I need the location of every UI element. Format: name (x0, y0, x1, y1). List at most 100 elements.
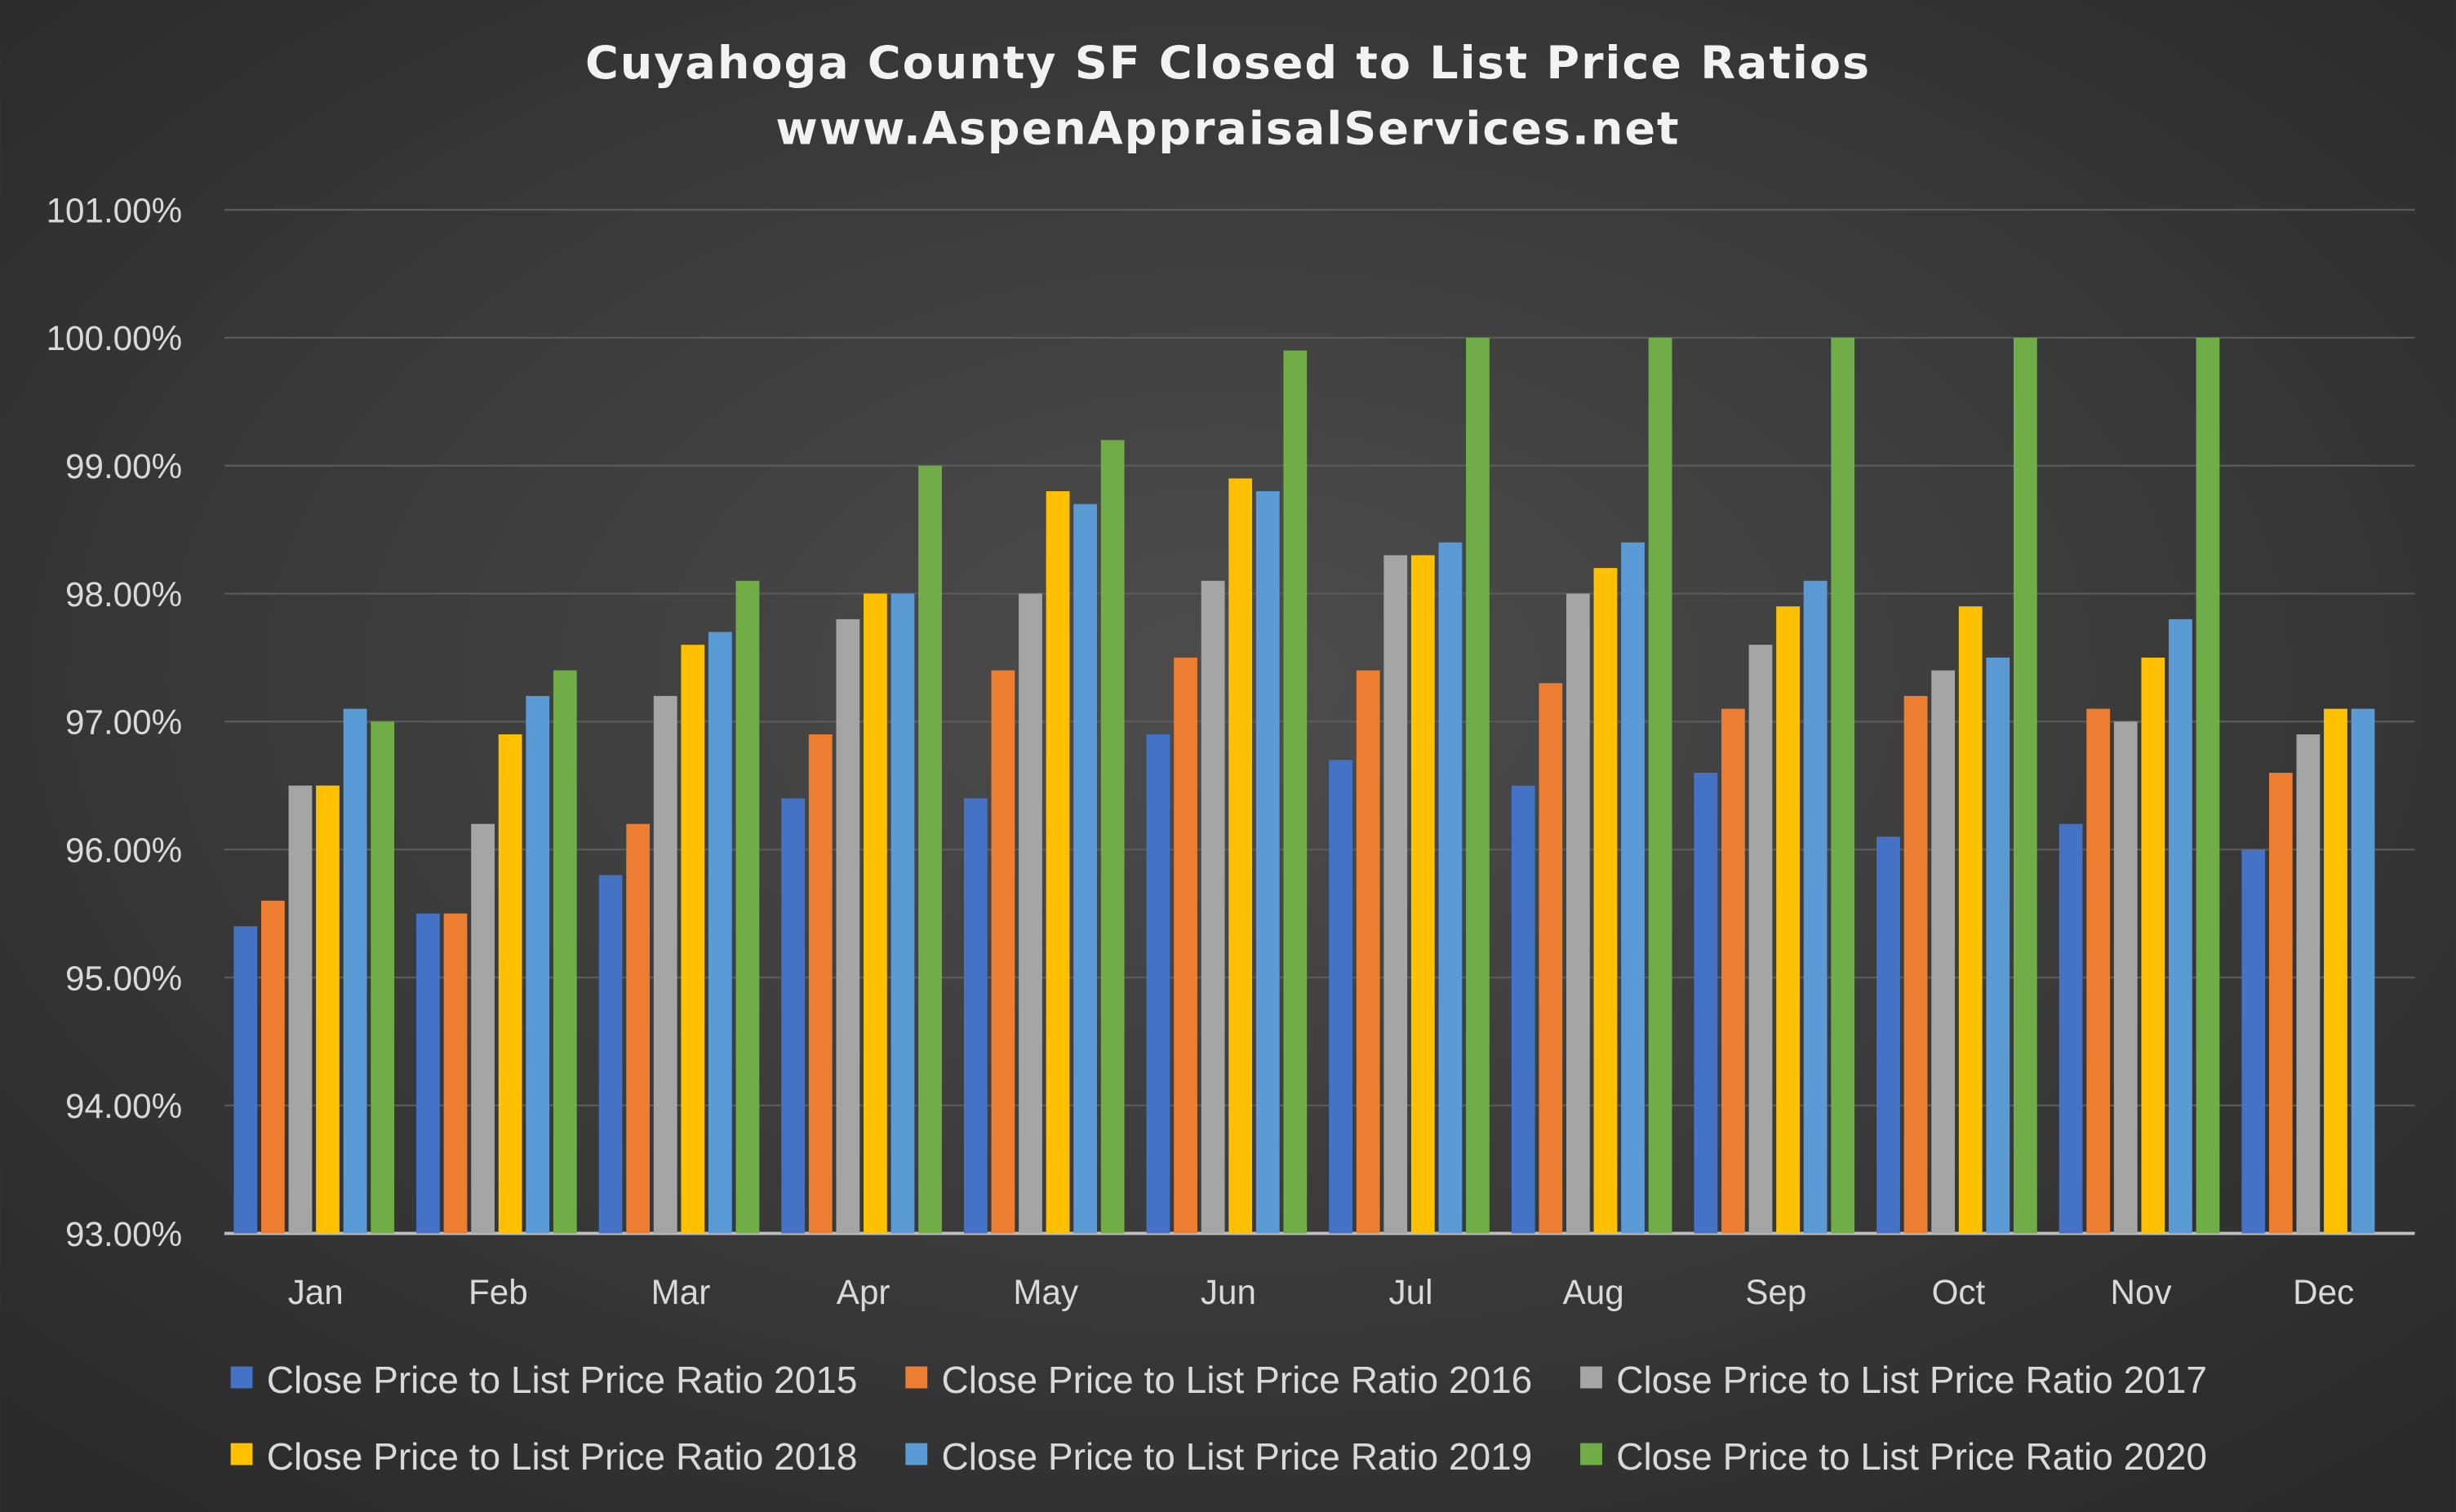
bar (2196, 337, 2220, 1234)
bar (1903, 695, 1928, 1234)
bar (1046, 491, 1070, 1234)
x-tick-label: Sep (1745, 1273, 1806, 1311)
bar (1255, 491, 1280, 1234)
bar (1566, 593, 1590, 1234)
bar (2241, 849, 2266, 1234)
bar (1019, 593, 1042, 1234)
bar (918, 465, 942, 1234)
legend-label: Close Price to List Price Ratio 2017 (1616, 1359, 2207, 1401)
y-tick-label: 99.00% (65, 447, 182, 486)
bar (2059, 823, 2083, 1234)
bar (1100, 440, 1125, 1234)
bar (416, 913, 440, 1234)
y-tick-label: 100.00% (47, 319, 183, 357)
bar (371, 721, 395, 1234)
bar (2351, 708, 2375, 1234)
x-tick-label: Jul (1389, 1273, 1433, 1311)
chart-subtitle: www.AspenAppraisalServices.net (775, 102, 1680, 155)
bar (1073, 503, 1098, 1234)
bar (1146, 734, 1170, 1234)
bar (1876, 836, 1900, 1234)
bar (1803, 580, 1828, 1234)
bar (526, 695, 550, 1234)
bar (2141, 657, 2165, 1234)
chart-title: Cuyahoga County SF Closed to List Price … (585, 37, 1871, 90)
bar (260, 900, 285, 1234)
bar (1931, 670, 1956, 1234)
bar (1986, 657, 2010, 1234)
bar (233, 926, 258, 1234)
legend-swatch (1580, 1366, 1602, 1389)
bar (2013, 337, 2037, 1234)
x-tick-label: May (1013, 1273, 1079, 1311)
bar (2268, 773, 2293, 1234)
legend-swatch (230, 1443, 253, 1465)
bar (1228, 478, 1253, 1234)
bar (1329, 760, 1352, 1234)
bar (653, 695, 677, 1234)
bar (2086, 708, 2111, 1234)
bar (1958, 606, 1983, 1234)
x-tick-label: Jun (1201, 1273, 1256, 1311)
y-tick-label: 101.00% (47, 191, 183, 229)
bar (1438, 542, 1463, 1234)
bar (991, 670, 1015, 1234)
bar (1776, 606, 1800, 1234)
y-tick-label: 98.00% (65, 575, 182, 614)
bar (963, 798, 988, 1234)
bar (890, 593, 915, 1234)
x-tick-label: Oct (1932, 1273, 1986, 1311)
y-tick-label: 95.00% (65, 959, 182, 997)
x-tick-label: Apr (837, 1273, 890, 1311)
bar (708, 632, 732, 1234)
legend-swatch (905, 1443, 928, 1465)
bar (1831, 337, 1855, 1234)
bar (626, 823, 651, 1234)
bar (1511, 785, 1535, 1234)
y-tick-label: 96.00% (65, 831, 182, 869)
y-tick-label: 97.00% (65, 703, 182, 742)
bar (1694, 773, 1718, 1234)
bar (2169, 619, 2192, 1234)
legend-label: Close Price to List Price Ratio 2019 (941, 1435, 1532, 1478)
bar (1174, 657, 1197, 1234)
bar (443, 913, 468, 1234)
bar (2324, 708, 2347, 1234)
bar (553, 670, 577, 1234)
bar (343, 708, 367, 1234)
y-tick-label: 94.00% (65, 1087, 182, 1125)
bar (1593, 568, 1618, 1234)
bar (681, 645, 705, 1234)
bar (316, 785, 340, 1234)
x-tick-label: Jan (288, 1273, 344, 1311)
bar (471, 823, 495, 1234)
legend-label: Close Price to List Price Ratio 2020 (1616, 1435, 2207, 1478)
legend-swatch (905, 1366, 928, 1389)
bar (2113, 721, 2138, 1234)
bar (1201, 580, 1225, 1234)
bar (1721, 708, 1745, 1234)
legend-label: Close Price to List Price Ratio 2018 (267, 1435, 858, 1478)
bar (864, 593, 887, 1234)
x-tick-label: Nov (2111, 1273, 2172, 1311)
bar (1466, 337, 1490, 1234)
bar (1648, 337, 1672, 1234)
x-tick-label: Feb (469, 1273, 528, 1311)
bar (598, 875, 623, 1234)
bar (781, 798, 806, 1234)
bar (1383, 555, 1408, 1234)
y-tick-label: 93.00% (65, 1215, 182, 1253)
legend-label: Close Price to List Price Ratio 2016 (941, 1359, 1532, 1401)
legend-swatch (1580, 1443, 1602, 1465)
legend-label: Close Price to List Price Ratio 2015 (267, 1359, 858, 1401)
bar (735, 580, 760, 1234)
bar (288, 785, 313, 1234)
bar (1748, 645, 1773, 1234)
x-tick-label: Aug (1563, 1273, 1624, 1311)
bar (1356, 670, 1380, 1234)
bar (1283, 350, 1308, 1234)
legend-swatch (230, 1366, 253, 1389)
bar (498, 734, 522, 1234)
